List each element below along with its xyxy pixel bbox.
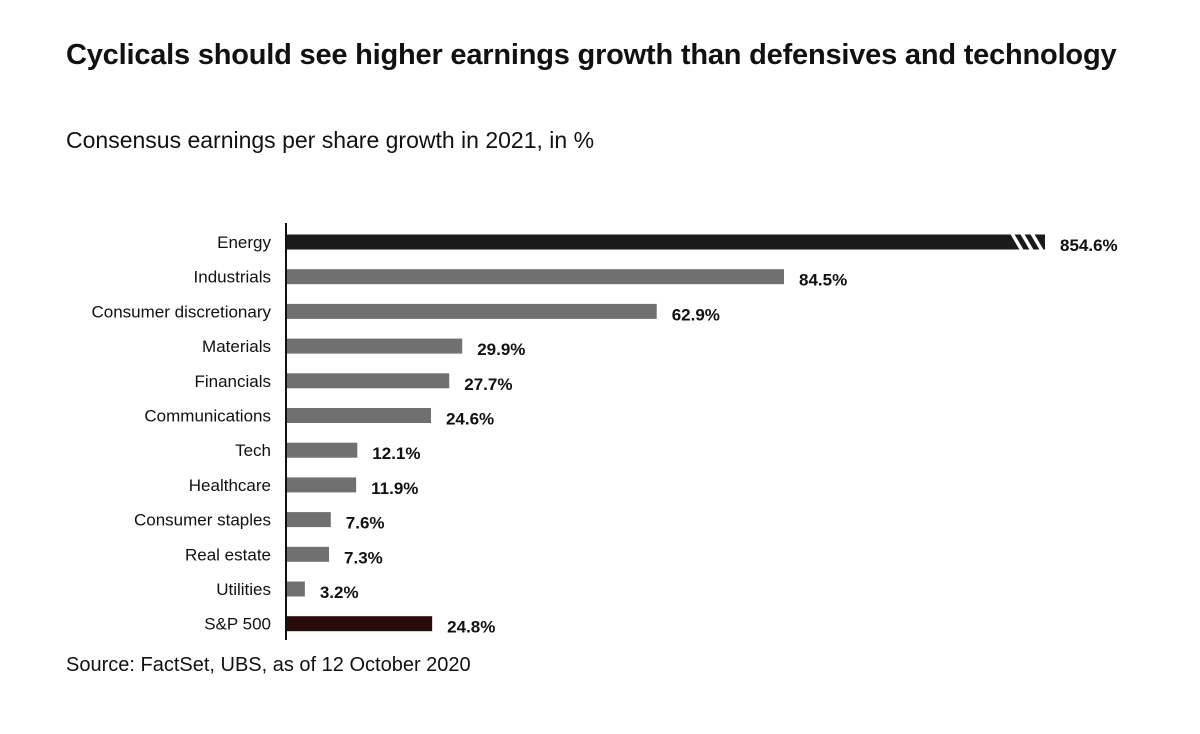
category-label-communications: Communications bbox=[144, 407, 271, 426]
bar-utilities bbox=[286, 581, 305, 597]
value-label-real-estate: 7.3% bbox=[344, 548, 383, 567]
category-label-utilities: Utilities bbox=[216, 580, 271, 599]
category-label-energy: Energy bbox=[217, 233, 271, 252]
category-label-healthcare: Healthcare bbox=[189, 476, 271, 495]
axis-break-mark bbox=[1020, 233, 1034, 251]
value-label-communications: 24.6% bbox=[446, 410, 494, 429]
bars-layer: Energy 854.6% Industrials 84.5% Consumer dis… bbox=[91, 233, 1117, 637]
category-label-sandp-500: S&P 500 bbox=[204, 615, 271, 634]
bar-sandp-500 bbox=[286, 616, 433, 632]
bar-healthcare bbox=[286, 477, 357, 493]
category-label-materials: Materials bbox=[202, 337, 271, 356]
bar-tech bbox=[286, 442, 358, 458]
value-label-tech: 12.1% bbox=[372, 444, 420, 463]
axis-break-mark bbox=[1010, 233, 1024, 251]
bar-energy bbox=[286, 234, 1045, 250]
value-label-industrials: 84.5% bbox=[799, 271, 847, 290]
category-label-financials: Financials bbox=[194, 372, 271, 391]
bar-consumer-discretionary bbox=[286, 303, 657, 319]
chart-title: Cyclicals should see higher earnings gro… bbox=[66, 39, 1117, 71]
value-label-consumer-staples: 7.6% bbox=[346, 514, 385, 533]
category-label-tech: Tech bbox=[235, 441, 271, 460]
source-note: Source: FactSet, UBS, as of 12 October 2… bbox=[66, 654, 471, 676]
category-label-real-estate: Real estate bbox=[185, 545, 271, 564]
value-label-materials: 29.9% bbox=[477, 340, 525, 359]
axis-break-mark bbox=[1030, 233, 1044, 251]
value-label-sandp-500: 24.8% bbox=[447, 618, 495, 637]
bar-chart: Energy 854.6% Industrials 84.5% Consumer dis… bbox=[91, 223, 1118, 640]
value-label-consumer-discretionary: 62.9% bbox=[672, 305, 720, 324]
value-label-financials: 27.7% bbox=[464, 375, 512, 394]
chart-subtitle: Consensus earnings per share growth in 2… bbox=[66, 127, 595, 153]
bar-industrials bbox=[286, 269, 784, 285]
bar-communications bbox=[286, 408, 431, 423]
category-label-industrials: Industrials bbox=[194, 268, 271, 287]
value-label-utilities: 3.2% bbox=[320, 583, 359, 602]
bar-real-estate bbox=[286, 546, 330, 562]
category-label-consumer-discretionary: Consumer discretionary bbox=[91, 302, 271, 321]
bar-consumer-staples bbox=[286, 512, 331, 528]
value-label-healthcare: 11.9% bbox=[371, 479, 418, 498]
category-label-consumer-staples: Consumer staples bbox=[134, 511, 271, 530]
value-label-energy: 854.6% bbox=[1060, 236, 1118, 255]
bar-financials bbox=[286, 373, 450, 389]
bar-materials bbox=[286, 338, 463, 354]
